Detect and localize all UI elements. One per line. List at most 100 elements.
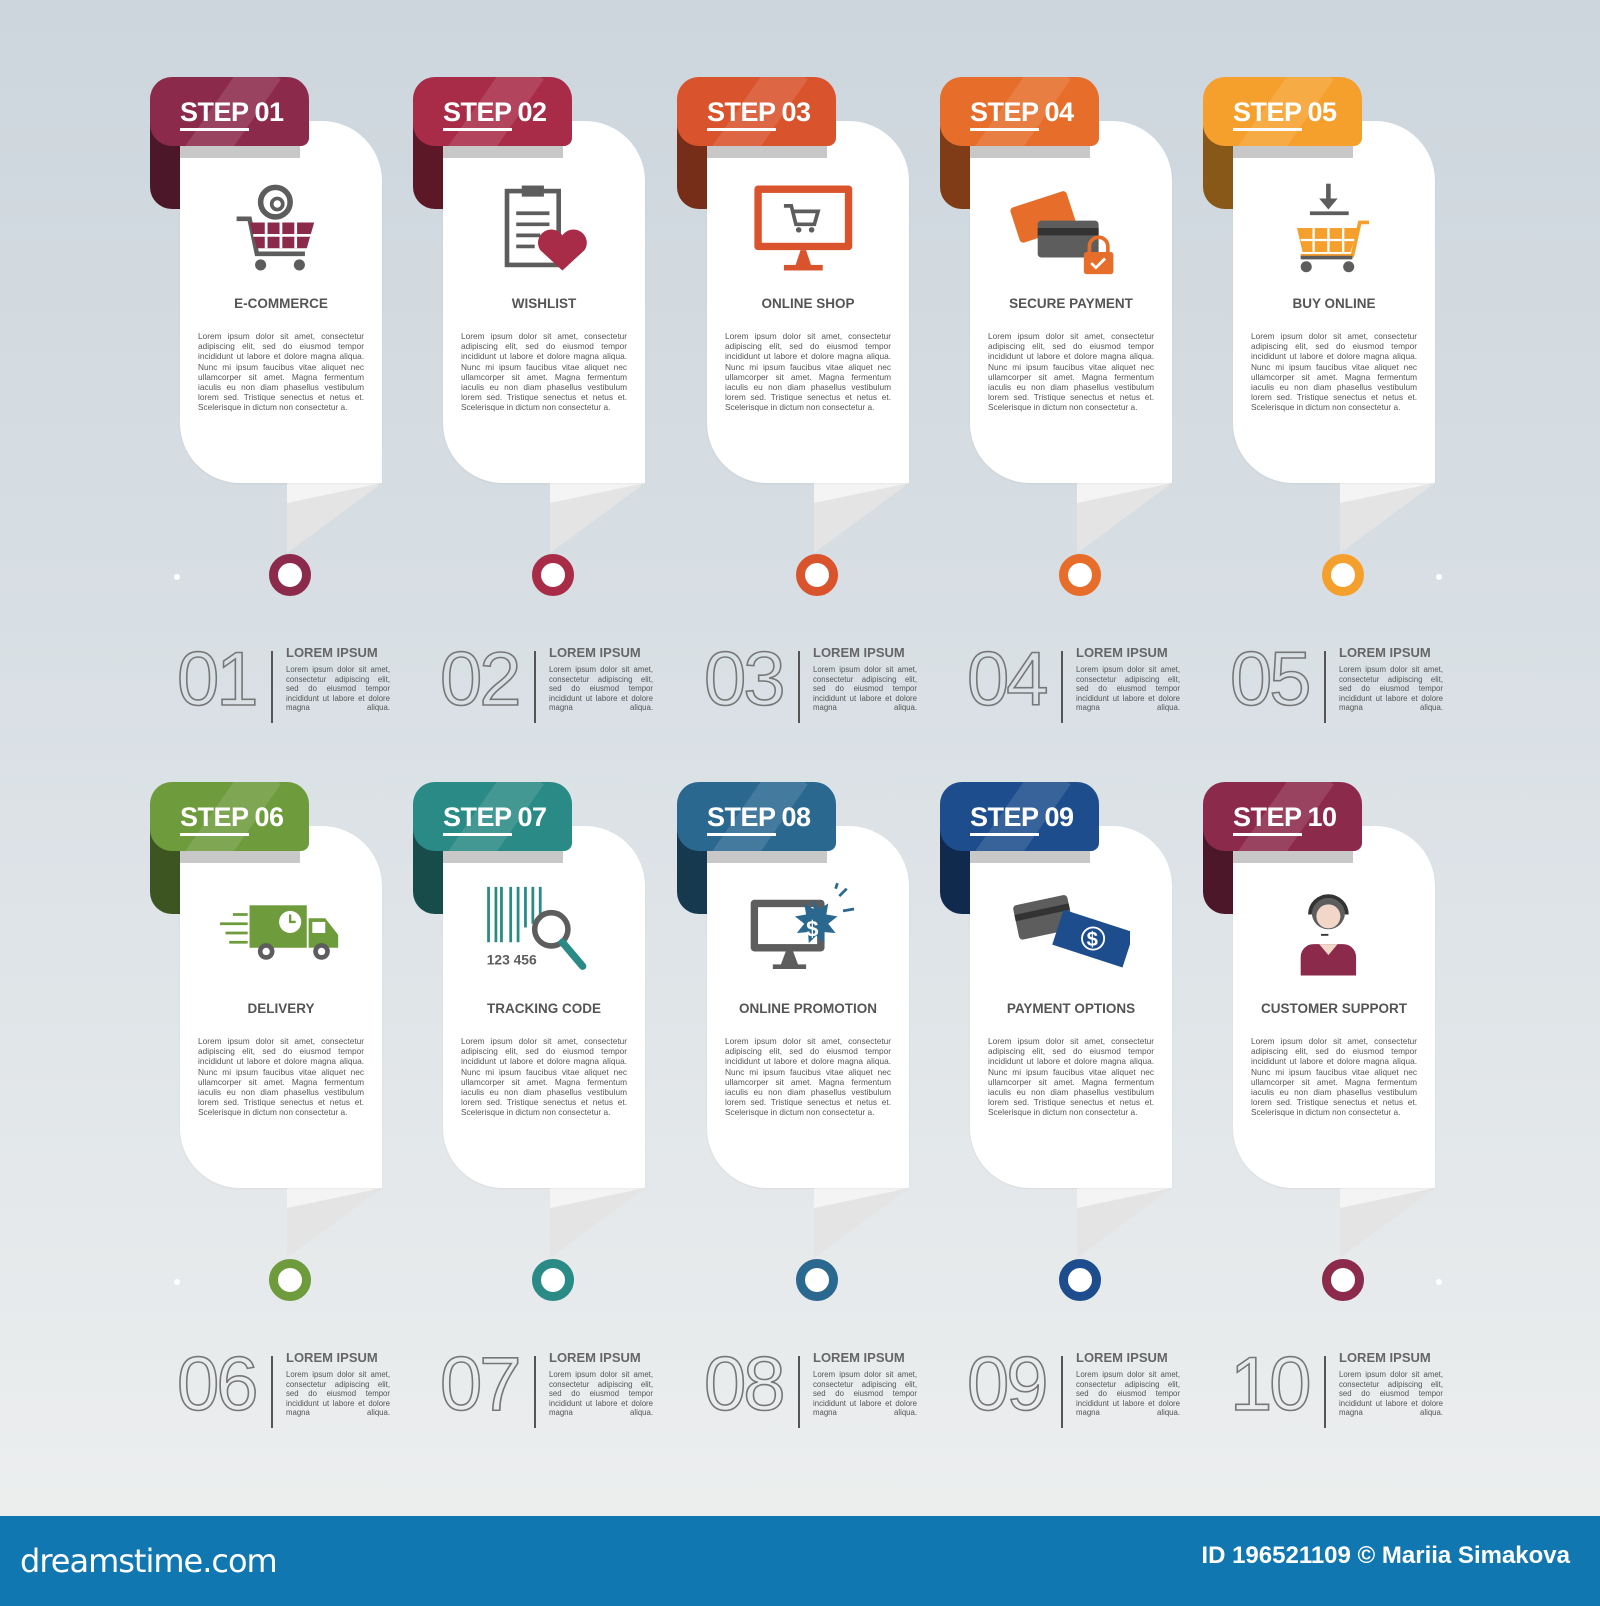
step-title: ONLINE PROMOTION bbox=[739, 1001, 877, 1016]
step-tab: STEP 08 bbox=[677, 782, 836, 851]
card-tail-highlight bbox=[287, 1188, 382, 1208]
step-04: SECURE PAYMENT Lorem ipsum dolor sit ame… bbox=[940, 77, 1205, 737]
card-tail-highlight bbox=[814, 1188, 909, 1208]
step-number: 05 bbox=[1307, 97, 1338, 127]
timeline-marker bbox=[796, 554, 838, 596]
footer-bar: dreamstime.com ID 196521109 © Mariia Sim… bbox=[0, 1516, 1600, 1606]
step-title: BUY ONLINE bbox=[1292, 296, 1376, 311]
step-description: Lorem ipsum dolor sit amet, consectetur … bbox=[1251, 331, 1417, 413]
tab-shadow bbox=[1233, 146, 1353, 158]
summary-title: LOREM IPSUM bbox=[813, 645, 905, 660]
timeline-marker bbox=[1059, 554, 1101, 596]
step-title: PAYMENT OPTIONS bbox=[1006, 1001, 1136, 1016]
step-card: SECURE PAYMENT Lorem ipsum dolor sit ame… bbox=[970, 121, 1172, 483]
summary-text: Lorem ipsum dolor sit amet, consectetur … bbox=[813, 1370, 917, 1418]
divider bbox=[798, 1356, 800, 1428]
tab-shadow bbox=[1233, 851, 1353, 863]
step-tab: STEP 09 bbox=[940, 782, 1099, 851]
step-card: CUSTOMER SUPPORT Lorem ipsum dolor sit a… bbox=[1233, 826, 1435, 1188]
outline-number: 10 bbox=[1229, 1342, 1312, 1427]
timeline-dot bbox=[174, 574, 180, 580]
step-card: ONLINE SHOP Lorem ipsum dolor sit amet, … bbox=[707, 121, 909, 483]
summary-title: LOREM IPSUM bbox=[1339, 1350, 1431, 1365]
summary-text: Lorem ipsum dolor sit amet, consectetur … bbox=[549, 665, 653, 713]
step-card: BUY ONLINE Lorem ipsum dolor sit amet, c… bbox=[1233, 121, 1435, 483]
dreamstime-logo[interactable]: dreamstime.com bbox=[20, 1542, 278, 1580]
step-09: $ PAYMENT OPTIONS Lorem ipsum dolor sit … bbox=[940, 782, 1205, 1442]
step-title: WISHLIST bbox=[511, 296, 577, 311]
step-number: 04 bbox=[1044, 97, 1075, 127]
divider bbox=[798, 651, 800, 723]
divider bbox=[271, 1356, 273, 1428]
step-title: TRACKING CODE bbox=[487, 1001, 601, 1016]
step-description: Lorem ipsum dolor sit amet, consectetur … bbox=[198, 331, 364, 413]
summary-title: LOREM IPSUM bbox=[286, 1350, 378, 1365]
step-card: $ ONLINE PROMOTION Lorem ipsum dolor sit… bbox=[707, 826, 909, 1188]
card-tail-highlight bbox=[550, 483, 645, 503]
summary-title: LOREM IPSUM bbox=[1339, 645, 1431, 660]
summary-text: Lorem ipsum dolor sit amet, consectetur … bbox=[286, 665, 390, 713]
outline-number: 05 bbox=[1229, 637, 1312, 722]
summary-text: Lorem ipsum dolor sit amet, consectetur … bbox=[1076, 665, 1180, 713]
summary-text: Lorem ipsum dolor sit amet, consectetur … bbox=[1339, 665, 1443, 713]
step-03: ONLINE SHOP Lorem ipsum dolor sit amet, … bbox=[677, 77, 942, 737]
summary-title: LOREM IPSUM bbox=[1076, 1350, 1168, 1365]
outline-number: 03 bbox=[703, 637, 786, 722]
step-word: STEP bbox=[180, 802, 249, 836]
card-tail-highlight bbox=[1077, 483, 1172, 503]
tab-shadow bbox=[180, 851, 300, 863]
step-tab: STEP 06 bbox=[150, 782, 309, 851]
step-description: Lorem ipsum dolor sit amet, consectetur … bbox=[988, 1036, 1154, 1118]
outline-number: 06 bbox=[176, 1342, 259, 1427]
step-title: DELIVERY bbox=[247, 1001, 315, 1016]
tab-shadow bbox=[970, 851, 1090, 863]
step-07: 123 456 TRACKING CODE Lorem ipsum dolor … bbox=[413, 782, 678, 1442]
svg-text:$: $ bbox=[1087, 929, 1098, 951]
outline-number: 02 bbox=[439, 637, 522, 722]
tab-shadow bbox=[443, 851, 563, 863]
timeline-marker bbox=[1059, 1259, 1101, 1301]
timeline-marker bbox=[1322, 554, 1364, 596]
step-title: ONLINE SHOP bbox=[761, 296, 855, 311]
step-tab: STEP 01 bbox=[150, 77, 309, 146]
step-word: STEP bbox=[707, 97, 776, 131]
svg-text:$: $ bbox=[806, 917, 818, 942]
ecommerce-cart-icon bbox=[236, 184, 315, 271]
step-word: STEP bbox=[1233, 802, 1302, 836]
step-01: E-COMMERCE Lorem ipsum dolor sit amet, c… bbox=[150, 77, 415, 737]
secure-payment-cards-lock-icon bbox=[1010, 191, 1114, 275]
step-tab: STEP 10 bbox=[1203, 782, 1362, 851]
step-description: Lorem ipsum dolor sit amet, consectetur … bbox=[725, 331, 891, 413]
step-tab: STEP 05 bbox=[1203, 77, 1362, 146]
outline-number: 01 bbox=[176, 637, 259, 722]
step-tab: STEP 04 bbox=[940, 77, 1099, 146]
step-number: 09 bbox=[1044, 802, 1075, 832]
step-word: STEP bbox=[180, 97, 249, 131]
step-tab: STEP 02 bbox=[413, 77, 572, 146]
step-description: Lorem ipsum dolor sit amet, consectetur … bbox=[461, 331, 627, 413]
step-description: Lorem ipsum dolor sit amet, consectetur … bbox=[198, 1036, 364, 1118]
step-word: STEP bbox=[707, 802, 776, 836]
buy-online-cart-download-icon bbox=[1297, 183, 1369, 273]
step-number: 01 bbox=[254, 97, 285, 127]
step-tab: STEP 07 bbox=[413, 782, 572, 851]
customer-support-headset-icon bbox=[1300, 894, 1357, 976]
tab-shadow bbox=[707, 851, 827, 863]
tab-shadow bbox=[970, 146, 1090, 158]
card-tail-highlight bbox=[1340, 1188, 1435, 1208]
summary-text: Lorem ipsum dolor sit amet, consectetur … bbox=[286, 1370, 390, 1418]
step-06: DELIVERY Lorem ipsum dolor sit amet, con… bbox=[150, 782, 415, 1442]
card-tail-highlight bbox=[1340, 483, 1435, 503]
step-description: Lorem ipsum dolor sit amet, consectetur … bbox=[725, 1036, 891, 1118]
step-number: 02 bbox=[517, 97, 548, 127]
summary-title: LOREM IPSUM bbox=[286, 645, 378, 660]
step-05: BUY ONLINE Lorem ipsum dolor sit amet, c… bbox=[1203, 77, 1468, 737]
step-word: STEP bbox=[970, 97, 1039, 131]
tracking-barcode-search-icon: 123 456 bbox=[487, 886, 587, 970]
summary-text: Lorem ipsum dolor sit amet, consectetur … bbox=[549, 1370, 653, 1418]
tab-shadow bbox=[443, 146, 563, 158]
summary-title: LOREM IPSUM bbox=[1076, 645, 1168, 660]
summary-text: Lorem ipsum dolor sit amet, consectetur … bbox=[813, 665, 917, 713]
divider bbox=[534, 651, 536, 723]
step-tab: STEP 03 bbox=[677, 77, 836, 146]
